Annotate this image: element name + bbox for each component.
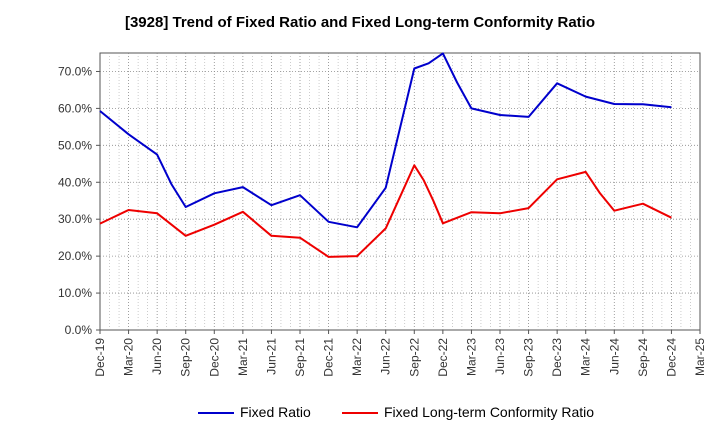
y-tick-label: 20.0% — [58, 249, 92, 263]
y-tick-label: 10.0% — [58, 286, 92, 300]
x-tick-label: Dec-19 — [93, 338, 107, 377]
legend-swatch-fixed-long-term-conformity-ratio — [342, 412, 378, 415]
x-tick-label: Dec-21 — [322, 338, 336, 377]
series-line-fixed-long-term-conformity-ratio — [99, 164, 672, 258]
x-tick-label: Dec-23 — [550, 338, 564, 377]
x-tick-label: Dec-20 — [207, 338, 221, 377]
series-line-fixed-ratio — [99, 52, 672, 229]
legend-label-fixed-ratio: Fixed Ratio — [240, 404, 311, 420]
x-tick-label: Mar-24 — [579, 338, 593, 376]
x-tick-label: Sep-22 — [407, 338, 421, 377]
chart-title: [3928] Trend of Fixed Ratio and Fixed Lo… — [124, 14, 596, 31]
x-tick-label: Sep-24 — [636, 338, 650, 377]
x-tick-label: Mar-25 — [693, 338, 707, 376]
y-tick-label: 40.0% — [58, 175, 92, 189]
plot-area — [99, 52, 701, 331]
legend: Fixed Ratio Fixed Long-term Conformity R… — [0, 404, 720, 426]
x-tick-label: Sep-20 — [179, 338, 193, 377]
x-tick-label: Mar-21 — [236, 338, 250, 376]
x-tick-label: Sep-21 — [293, 338, 307, 377]
x-tick-label: Jun-22 — [379, 338, 393, 375]
y-tick-label: 60.0% — [58, 101, 92, 115]
legend-item-fixed-long-term-conformity-ratio: Fixed Long-term Conformity Ratio — [342, 404, 594, 420]
y-tick-label: 50.0% — [58, 138, 92, 152]
x-tick-label: Mar-20 — [122, 338, 136, 376]
x-tick-label: Jun-20 — [150, 338, 164, 375]
line-chart: 0.0% 10.0% 20.0% 30.0% 40.0% 50.0% 60.0% 70.0% D… — [58, 52, 707, 377]
x-tick-label: Mar-23 — [464, 338, 478, 376]
y-tick-label: 30.0% — [58, 212, 92, 226]
y-tick-label: 70.0% — [58, 64, 92, 78]
x-tick-label: Jun-21 — [264, 338, 278, 375]
y-tick-label: 0.0% — [65, 323, 93, 337]
x-tick-label: Dec-24 — [664, 338, 678, 377]
legend-swatch-fixed-ratio — [198, 412, 234, 415]
x-tick-label: Mar-22 — [350, 338, 364, 376]
legend-label-fixed-long-term-conformity-ratio: Fixed Long-term Conformity Ratio — [384, 404, 595, 420]
x-tick-label: Dec-22 — [436, 338, 450, 377]
legend-item-fixed-ratio: Fixed Ratio — [198, 404, 311, 420]
x-tick-label: Jun-24 — [607, 338, 621, 375]
x-tick-label: Jun-23 — [493, 338, 507, 375]
x-tick-label: Sep-23 — [522, 338, 536, 377]
